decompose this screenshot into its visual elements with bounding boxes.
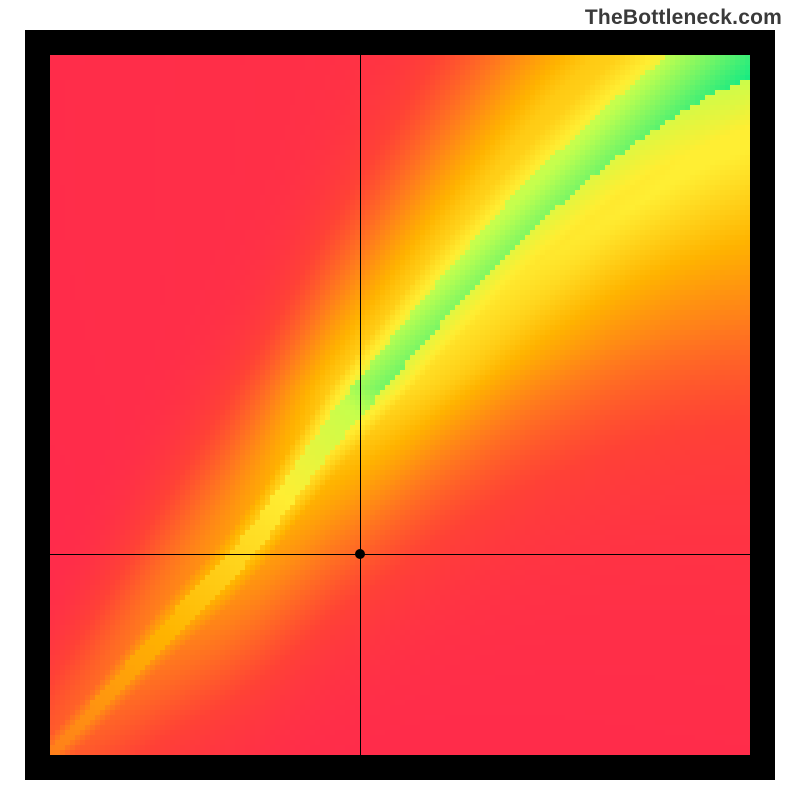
marker-dot — [355, 549, 365, 559]
crosshair-vertical — [360, 55, 361, 755]
crosshair-horizontal — [50, 554, 750, 555]
plot-area — [50, 55, 750, 755]
watermark-text: TheBottleneck.com — [585, 6, 782, 30]
heatmap-canvas — [50, 55, 750, 755]
plot-frame — [25, 30, 775, 780]
page-container: TheBottleneck.com — [0, 0, 800, 800]
